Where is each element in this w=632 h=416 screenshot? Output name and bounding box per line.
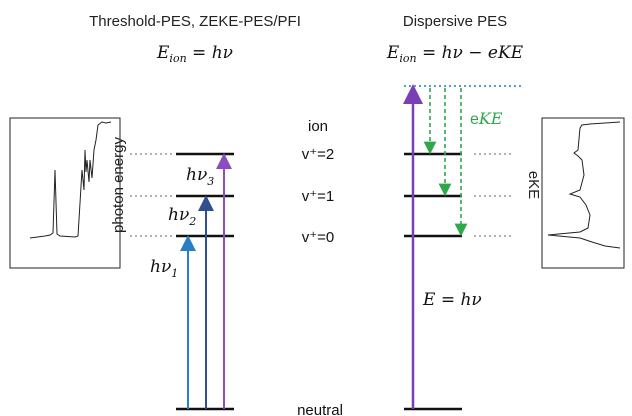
label-v2: v⁺=2 bbox=[302, 146, 335, 163]
label-eke: eKE bbox=[470, 109, 503, 128]
label-ion: ion bbox=[308, 118, 328, 135]
right-spectrum-axis-label: eKE bbox=[525, 171, 542, 199]
label-hv3: hν3 bbox=[186, 165, 214, 188]
label-neutral: neutral bbox=[297, 402, 343, 416]
left-eq-rhs: = hν bbox=[187, 43, 233, 63]
label-hv2-base: hν bbox=[168, 205, 189, 225]
right-eq-sub: ion bbox=[399, 52, 416, 65]
left-equation: Eion = hν bbox=[156, 43, 233, 65]
label-v1: v⁺=1 bbox=[302, 188, 335, 205]
label-hv1-base: hν bbox=[150, 257, 171, 277]
left-title: Threshold-PES, ZEKE-PES/PFI bbox=[89, 13, 301, 30]
label-hv3-sub: 3 bbox=[207, 175, 214, 188]
left-spectrum-axis-label: photon energy bbox=[110, 137, 127, 233]
left-spectrum-box bbox=[9, 117, 121, 269]
right-title: Dispersive PES bbox=[403, 13, 507, 30]
label-hv3-base: hν bbox=[186, 165, 207, 185]
label-hv2: hν2 bbox=[168, 205, 196, 228]
label-eke-prefix: e bbox=[470, 111, 479, 128]
right-eq-rhs: = hν − eKE bbox=[417, 43, 524, 63]
right-spectrum-trace bbox=[547, 121, 621, 249]
label-hv1-sub: 1 bbox=[171, 267, 178, 280]
label-v0: v⁺=0 bbox=[302, 229, 335, 246]
label-hv2-sub: 2 bbox=[188, 215, 196, 228]
label-energy: E = hν bbox=[422, 290, 482, 310]
left-spectrum-trace bbox=[29, 121, 112, 239]
label-eke-italic: KE bbox=[478, 109, 503, 128]
left-eq-sub: ion bbox=[169, 52, 186, 65]
right-equation: Eion = hν − eKE bbox=[386, 43, 524, 65]
right-spectrum-box bbox=[541, 117, 625, 269]
label-hv1: hν1 bbox=[150, 257, 178, 280]
left-eq-lhs: E bbox=[156, 43, 170, 63]
right-eq-lhs: E bbox=[386, 43, 400, 63]
